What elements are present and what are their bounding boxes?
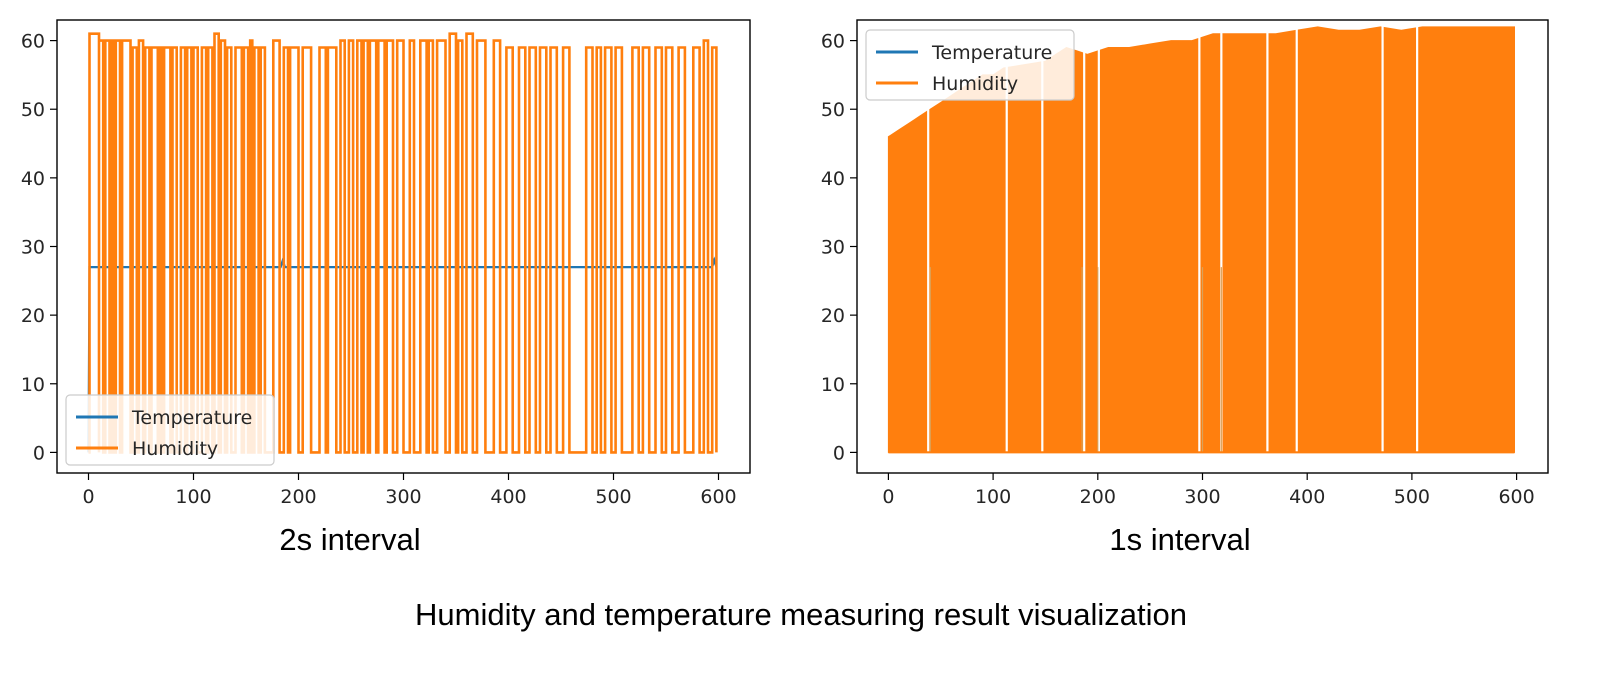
y-tick: 20 [821,305,857,327]
chart-1s-interval: 0 100 200 300 400 500 600 0 10 20 30 40 50 60 Temperat… [821,19,1549,508]
y-tick-label: 20 [21,305,45,327]
x-tick: 0 [882,473,894,508]
x-tick: 400 [490,473,527,508]
x-tick: 300 [385,473,422,508]
y-tick-label: 60 [821,31,845,53]
x-tick-label: 600 [700,486,736,508]
y-tick: 50 [21,99,57,121]
x-tick: 600 [700,473,737,508]
x-tick-label: 300 [1184,486,1220,508]
legend: Temperature Humidity [865,29,1075,101]
x-tick-label: 0 [882,486,894,508]
x-tick-label: 400 [490,486,526,508]
caption-2s-interval: 2s interval [279,522,421,557]
y-tick: 60 [821,31,857,53]
x-tick-label: 200 [1080,486,1116,508]
y-tick-label: 60 [21,31,45,53]
y-tick: 30 [21,237,57,259]
x-tick-label: 100 [975,486,1011,508]
x-tick: 500 [1394,473,1430,508]
y-tick-label: 30 [821,237,845,259]
y-tick-label: 50 [821,99,845,121]
y-tick-label: 0 [833,442,845,464]
y-tick: 20 [21,305,57,327]
y-tick-label: 10 [821,374,845,396]
y-tick-label: 40 [821,168,845,190]
y-tick-label: 20 [821,305,845,327]
legend: Temperature Humidity [65,394,275,466]
x-tick-label: 400 [1289,486,1325,508]
y-tick: 50 [821,99,857,121]
axes: 0 100 200 300 400 500 600 0 10 20 30 40 50 60 [21,31,737,508]
y-tick-label: 50 [21,99,45,121]
x-tick-label: 500 [1394,486,1430,508]
y-tick-label: 10 [21,374,45,396]
x-tick: 0 [82,473,95,508]
x-tick: 100 [175,473,212,508]
x-tick: 200 [280,473,317,508]
x-tick: 600 [1498,473,1535,508]
x-tick-label: 600 [1498,486,1534,508]
y-tick: 40 [21,168,57,190]
plot-frame [856,19,1549,474]
x-tick: 100 [975,473,1011,508]
x-tick: 500 [595,473,632,508]
x-tick: 300 [1184,473,1221,508]
x-tick-label: 200 [280,486,316,508]
y-tick-label: 30 [21,237,45,259]
x-tick-label: 0 [82,486,94,508]
y-tick: 60 [21,31,57,53]
y-tick: 0 [33,442,57,464]
series-humidity-line [88,32,718,454]
y-tick: 0 [833,442,857,464]
x-tick-label: 300 [385,486,421,508]
legend-label-temperature: Temperature [931,42,1052,64]
x-tick-label: 100 [175,486,211,508]
chart-2s-interval: 0 100 200 300 400 500 600 0 10 20 30 40 50 60 Temperat… [21,19,751,508]
plot-frame [56,19,751,474]
x-tick: 400 [1289,473,1325,508]
x-tick-label: 500 [595,486,631,508]
axes: 0 100 200 300 400 500 600 0 10 20 30 40 50 60 [821,31,1535,508]
y-tick-label: 0 [33,442,45,464]
y-tick: 10 [821,374,857,396]
series-humidity-area [887,26,1515,453]
y-tick: 10 [21,374,57,396]
legend-label-humidity: Humidity [932,73,1018,95]
y-tick: 40 [821,168,857,190]
y-tick: 30 [821,237,857,259]
caption-1s-interval: 1s interval [1109,522,1251,557]
x-tick: 200 [1080,473,1116,508]
legend-label-temperature: Temperature [131,407,252,429]
y-tick-label: 40 [21,168,45,190]
figure-caption: Humidity and temperature measuring resul… [415,597,1187,632]
legend-label-humidity: Humidity [132,438,218,460]
